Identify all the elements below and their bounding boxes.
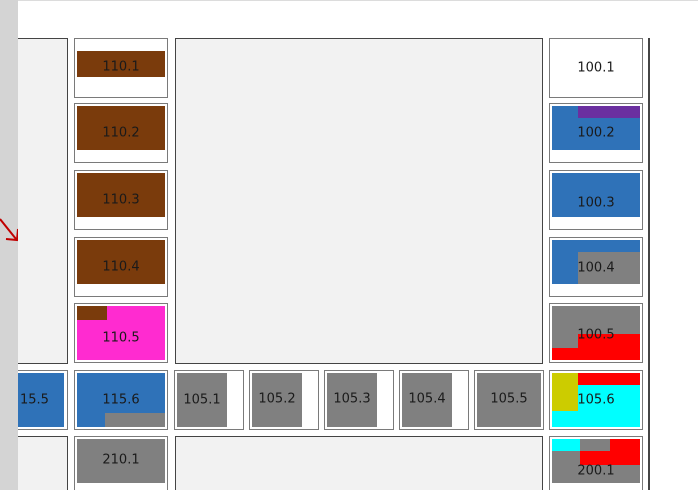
top-border: [18, 0, 698, 1]
unit-100-1[interactable]: 100.1: [549, 38, 643, 98]
unit-110-3[interactable]: 110.3: [74, 170, 168, 230]
unit-200-1[interactable]: 200.1: [549, 436, 643, 490]
unit-label: 105.1: [183, 392, 221, 408]
unit-label: 210.1: [102, 452, 140, 468]
unit-label: 110.4: [102, 259, 140, 275]
unit-105-3[interactable]: 105.3: [324, 370, 394, 430]
unit-100-5[interactable]: 100.5: [549, 303, 643, 363]
unit-label: 105.6: [577, 392, 615, 408]
unit-105-4[interactable]: 105.4: [399, 370, 469, 430]
unit-label: 110.1: [102, 59, 140, 75]
unit-115-5[interactable]: 15.5: [18, 370, 68, 430]
unit-label: 200.1: [577, 463, 615, 479]
unit-110-4[interactable]: 110.4: [74, 237, 168, 297]
unit-100-3[interactable]: 100.3: [549, 170, 643, 230]
unit-label: 105.3: [333, 391, 371, 407]
unit-110-1[interactable]: 110.1: [74, 38, 168, 98]
unit-label: 100.3: [577, 195, 615, 211]
lower-left-room-panel[interactable]: [18, 436, 68, 490]
unit-label: 105.4: [408, 391, 446, 407]
unit-label: 115.6: [102, 392, 140, 408]
unit-105-6[interactable]: 105.6: [549, 370, 643, 430]
left-room-panel[interactable]: [18, 38, 68, 364]
unit-label: 110.3: [102, 192, 140, 208]
center-room-panel[interactable]: [175, 38, 543, 364]
left-scrollbar-strip[interactable]: [0, 0, 18, 490]
unit-100-4[interactable]: 100.4: [549, 237, 643, 297]
unit-115-6[interactable]: 115.6: [74, 370, 168, 430]
unit-label: 100.1: [577, 60, 615, 76]
unit-110-5[interactable]: 110.5: [74, 303, 168, 363]
unit-label: 105.2: [258, 391, 296, 407]
unit-label: 15.5: [20, 392, 49, 408]
unit-label: 100.5: [577, 327, 615, 343]
unit-105-2[interactable]: 105.2: [249, 370, 319, 430]
unit-100-2[interactable]: 100.2: [549, 103, 643, 163]
right-edge-line: [648, 38, 650, 490]
unit-label: 110.5: [102, 330, 140, 346]
unit-label: 100.2: [577, 125, 615, 141]
unit-105-1[interactable]: 105.1: [174, 370, 244, 430]
unit-210-1[interactable]: 210.1: [74, 436, 168, 490]
red-arrow-icon: [0, 218, 19, 242]
unit-label: 105.5: [490, 391, 528, 407]
unit-label: 100.4: [577, 260, 615, 276]
unit-105-5[interactable]: 105.5: [474, 370, 544, 430]
unit-110-2[interactable]: 110.2: [74, 103, 168, 163]
unit-label: 110.2: [102, 125, 140, 141]
lower-center-room-panel[interactable]: [175, 436, 543, 490]
